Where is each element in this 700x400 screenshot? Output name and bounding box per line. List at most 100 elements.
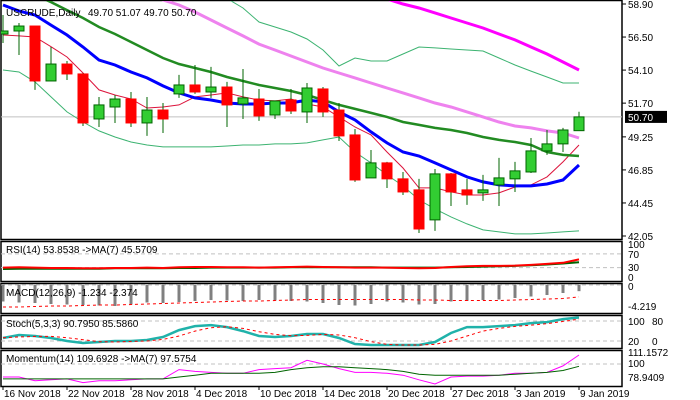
stoch-tick-label: 20: [628, 337, 640, 348]
date-label: 20 Dec 2018: [388, 389, 445, 400]
macd-bar: [529, 285, 533, 297]
macd-bar: [17, 285, 21, 303]
bear-candle-body: [253, 98, 265, 117]
price-tick-label: 46.85: [628, 166, 653, 177]
bull-candle-body: [269, 100, 281, 116]
candles: [1, 15, 585, 233]
panel-frames: [0, 0, 623, 388]
macd-bar: [353, 285, 357, 306]
bear-candle-body: [221, 86, 233, 106]
bull-candle-body: [509, 170, 521, 180]
macd-bar: [49, 285, 53, 304]
bear-candle-body: [317, 88, 329, 113]
candle: [61, 61, 73, 81]
macd-bar: [225, 285, 229, 301]
bear-candle-body: [29, 25, 41, 82]
candle: [125, 91, 137, 127]
bear-candle-body: [445, 173, 457, 193]
current-price-label: 50.70: [628, 113, 653, 124]
candle: [189, 64, 201, 94]
bull-candle-body: [301, 87, 313, 113]
bull-candle-body: [141, 109, 153, 124]
ma-green-line: [45, 1, 580, 158]
macd-title: MACD(12,26,9) -1.234 -2.374: [6, 288, 138, 299]
momentum-tick-label: 111.1572: [628, 348, 669, 359]
macd-bar: [209, 285, 213, 300]
time-axis: 16 Nov 2018 22 Nov 2018 28 Nov 2018 4 Dec 2…: [2, 386, 630, 400]
chart-ohlc-label: 49.70 51.07 49.70 50.70: [88, 8, 197, 19]
bull-candle-body: [237, 97, 249, 105]
bull-candle-body: [525, 150, 537, 173]
candle: [221, 81, 233, 127]
macd-bar: [513, 285, 517, 298]
macd-bar: [193, 285, 197, 301]
candle: [253, 88, 265, 121]
rsi-tick-label: 100: [628, 240, 645, 251]
candle: [29, 25, 41, 90]
candle: [349, 129, 361, 182]
candle: [141, 96, 153, 136]
macd-bar: [129, 285, 133, 305]
macd-bar: [433, 285, 437, 304]
macd-bar: [305, 285, 309, 302]
price-tick-label: 58.90: [628, 0, 653, 11]
candle: [173, 74, 185, 98]
stoch-panel: [0, 314, 623, 350]
candle: [365, 149, 377, 179]
bull-candle-body: [109, 98, 121, 108]
macd-bar: [145, 285, 149, 303]
price-tick-label: 56.50: [628, 33, 653, 44]
candle: [477, 174, 489, 201]
momentum-tick-label: 100: [628, 359, 645, 370]
macd-bar: [337, 285, 341, 305]
main-chart-panel: [0, 0, 623, 241]
momentum-panel: [0, 349, 623, 388]
candle: [45, 46, 57, 82]
bear-candle-body: [381, 162, 393, 180]
bull-candle-body: [45, 63, 57, 82]
macd-bar: [561, 285, 565, 293]
date-label: 4 Dec 2018: [196, 389, 248, 400]
candle: [1, 15, 9, 43]
candle: [381, 161, 393, 188]
price-axis: 58.90 56.50 54.10 51.70 49.25 46.85 44.45 42.05…: [622, 0, 669, 384]
price-tick-label: 54.10: [628, 66, 653, 77]
macd-bar: [65, 285, 69, 305]
momentum-title: Momentum(14) 109.6928 ->MA(7) 97.5754: [6, 354, 197, 365]
date-label: 10 Dec 2018: [260, 389, 317, 400]
ma-red-line: [2, 34, 580, 196]
rsi-title: RSI(14) 53.8538 ->MA(7) 45.5709: [6, 245, 158, 256]
candle: [541, 129, 553, 155]
date-label: 16 Nov 2018: [4, 389, 61, 400]
bull-candle-body: [573, 116, 585, 132]
stoch-tick-label: 80: [652, 317, 664, 328]
price-tick-label: 42.05: [628, 232, 653, 243]
macd-bar: [369, 285, 373, 304]
candle: [429, 168, 441, 231]
candle: [413, 178, 425, 233]
stoch-tick-label: 0: [652, 337, 658, 348]
bear-candle-body: [461, 189, 473, 196]
candle: [461, 178, 473, 205]
candle: [317, 87, 329, 117]
bear-candle-body: [333, 109, 345, 137]
bear-candle-body: [413, 189, 425, 230]
bull-candle-body: [493, 177, 505, 186]
macd-bar: [161, 285, 165, 303]
candle: [333, 102, 345, 141]
price-tick-label: 49.25: [628, 133, 653, 144]
macd-tick-label: -4.219: [628, 302, 657, 313]
candle: [205, 66, 217, 98]
bull-candle-body: [13, 25, 25, 32]
macd-bar: [33, 285, 37, 303]
macd-bar: [289, 285, 293, 301]
macd-bar: [1, 285, 5, 302]
macd-bar: [97, 285, 101, 306]
band-lower-line: [2, 69, 580, 235]
macd-signal-line: [3, 296, 580, 308]
candle: [269, 100, 281, 119]
date-label: 27 Dec 2018: [452, 389, 509, 400]
date-label: 3 Jan 2019: [516, 389, 566, 400]
bear-candle-body: [349, 134, 361, 181]
